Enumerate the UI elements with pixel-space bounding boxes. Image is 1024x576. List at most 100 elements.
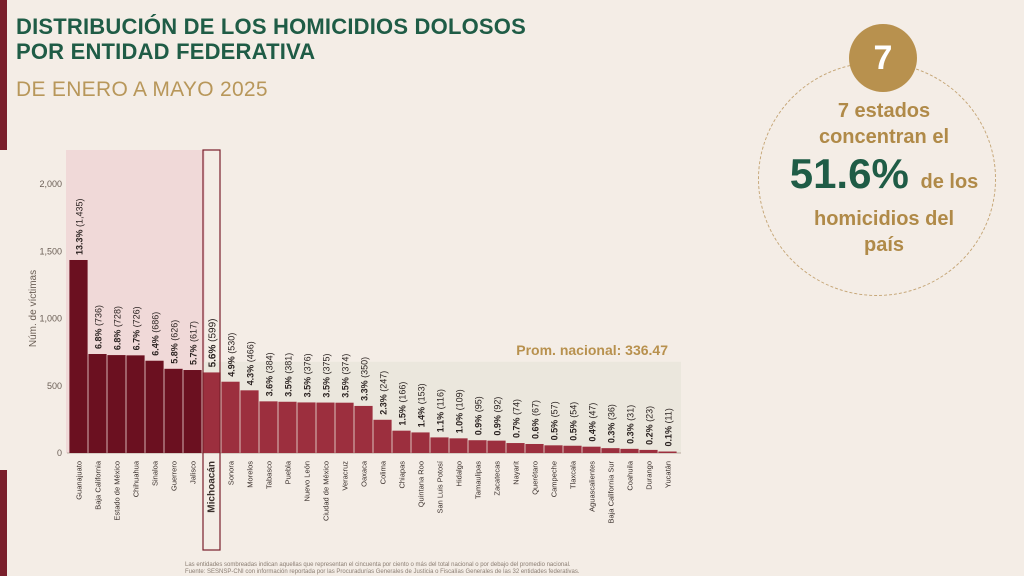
bar	[221, 381, 240, 453]
bar	[297, 402, 316, 453]
bar-data-label: 0.5% (54)	[569, 402, 579, 441]
bar-count-label: (54)	[569, 402, 579, 421]
callout-line-1: 7 estados	[837, 100, 931, 122]
bar	[582, 446, 601, 453]
chart-title: DISTRIBUCIÓN DE LOS HOMICIDIOS DOLOSOS P…	[16, 14, 576, 64]
bar-data-label: 6.7% (726)	[132, 306, 142, 350]
bar	[620, 448, 639, 453]
x-tick-label: Sinaloa	[151, 460, 160, 486]
bar-percent-label: 3.3%	[360, 380, 370, 401]
bar-data-label: 0.7% (74)	[512, 399, 522, 438]
left-accent-stripe	[0, 0, 7, 150]
bar-percent-label: 3.5%	[341, 377, 351, 398]
bar-data-label: 3.6% (384)	[265, 352, 275, 396]
bar-count-label: (599)	[208, 319, 219, 345]
bar	[525, 443, 544, 453]
bar	[183, 370, 202, 453]
bar-data-label: 0.9% (95)	[474, 396, 484, 435]
y-tick-label: 1,000	[39, 314, 62, 324]
bar-data-label: 3.5% (376)	[303, 353, 313, 397]
bar	[563, 445, 582, 453]
y-tick-label: 1,500	[39, 246, 62, 256]
bar-percent-label: 1.1%	[436, 412, 446, 433]
bar-percent-label: 3.5%	[303, 377, 313, 398]
bar-data-label: 0.5% (57)	[550, 401, 560, 440]
y-tick-label: 500	[47, 381, 62, 391]
bar	[240, 390, 259, 453]
bar	[354, 405, 373, 453]
bar-percent-label: 6.8%	[94, 328, 104, 349]
bar-data-label: 0.4% (47)	[588, 403, 598, 442]
x-tick-label: Querétaro	[531, 461, 540, 495]
bar-data-label: 6.8% (728)	[113, 306, 123, 350]
bar-data-label: 2.3% (247)	[379, 371, 389, 415]
bar-data-label: 0.1% (11)	[664, 408, 674, 446]
x-tick-label: Tamaulipas	[474, 461, 483, 499]
bar-count-label: (375)	[322, 354, 332, 378]
bar-percent-label: 0.3%	[607, 423, 617, 444]
bar	[449, 438, 468, 453]
bar-data-label: 5.7% (617)	[189, 321, 199, 365]
bar-percent-label: 6.4%	[151, 335, 161, 356]
bar-count-label: (116)	[436, 389, 446, 412]
bar-percent-label: 1.5%	[398, 405, 408, 426]
bar-percent-label: 0.9%	[493, 415, 503, 436]
bar-data-label: 0.3% (36)	[607, 404, 617, 443]
bar-count-label: (11)	[664, 408, 674, 426]
bar	[506, 443, 525, 453]
bar-data-label: 1.4% (153)	[417, 383, 427, 427]
bar-percent-label: 6.7%	[132, 330, 142, 351]
bar-data-label: 3.5% (381)	[284, 353, 294, 397]
bar-data-label: 4.9% (530)	[227, 333, 237, 377]
bar-count-label: (74)	[512, 399, 522, 418]
bar-count-label: (376)	[303, 353, 313, 377]
bar-count-label: (23)	[645, 406, 655, 425]
bar-data-label: 5.8% (626)	[170, 320, 180, 364]
bar-percent-label: 3.5%	[322, 377, 332, 398]
bar-percent-label: 4.3%	[246, 365, 256, 386]
x-tick-label: Tlaxcala	[569, 460, 578, 489]
bar-data-label: 3.5% (374)	[341, 354, 351, 398]
michoacan-highlight-box	[202, 149, 221, 551]
bar-percent-label: 1.4%	[417, 407, 427, 428]
bar	[278, 401, 297, 453]
x-tick-label: Ciudad de México	[322, 461, 331, 521]
average-label: Prom. nacional: 336.47	[516, 342, 668, 358]
bar-percent-label: 3.5%	[284, 376, 294, 397]
bar-percent-label: 0.6%	[531, 418, 541, 439]
x-tick-label: Guerrero	[170, 461, 179, 491]
x-tick-label: San Luis Potosí	[436, 460, 445, 513]
bar-data-label: 0.2% (23)	[645, 406, 655, 445]
bar-percent-label: 0.2%	[645, 424, 655, 445]
x-tick-label: Quintana Roo	[417, 461, 426, 507]
bar-data-label: 1.0% (109)	[455, 389, 465, 433]
bar-count-label: (67)	[531, 400, 541, 419]
bar-percent-label: 0.7%	[512, 418, 522, 439]
bar-count-label: (109)	[455, 389, 465, 413]
bar	[69, 259, 88, 453]
x-tick-label: Puebla	[284, 460, 293, 484]
x-tick-label: Tabasco	[265, 461, 274, 489]
x-tick-label: Chihuahua	[132, 460, 141, 497]
bar	[88, 354, 107, 453]
bar-data-label: 3.3% (350)	[360, 357, 370, 401]
title-line-1: DISTRIBUCIÓN DE LOS HOMICIDIOS DOLOSOS	[16, 14, 526, 39]
bar-percent-label: 5.7%	[189, 344, 199, 365]
bar-count-label: (728)	[113, 306, 123, 330]
bar-count-label: (47)	[588, 403, 598, 422]
bar	[639, 449, 658, 453]
bar-percent-label: 0.5%	[569, 420, 579, 441]
bar	[126, 355, 145, 453]
bar-data-label: 1.1% (116)	[436, 389, 446, 432]
bar-count-label: (384)	[265, 352, 275, 376]
chart-subtitle: DE ENERO A MAYO 2025	[16, 78, 268, 101]
bar-data-label: 3.5% (375)	[322, 354, 332, 398]
bar	[392, 430, 411, 453]
left-accent-stripe-bottom	[0, 470, 7, 576]
bar-count-label: (36)	[607, 404, 617, 423]
x-tick-label: Chiapas	[398, 461, 407, 489]
bar-count-label: (247)	[379, 371, 389, 395]
bar-data-label: 6.4% (686)	[151, 312, 161, 356]
bar	[335, 402, 354, 453]
